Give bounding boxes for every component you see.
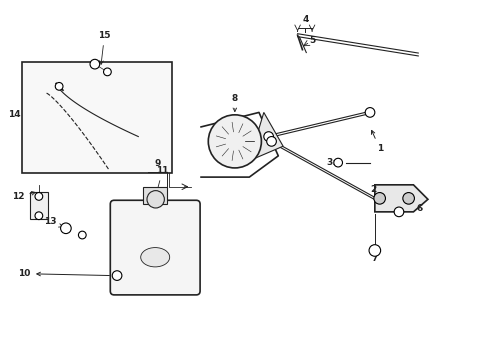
FancyBboxPatch shape [110, 200, 200, 295]
Circle shape [373, 193, 385, 204]
Circle shape [112, 271, 122, 280]
Text: 5: 5 [308, 36, 315, 45]
Ellipse shape [141, 248, 169, 267]
Circle shape [393, 207, 403, 217]
Circle shape [402, 193, 413, 204]
Bar [22, 62, 172, 173]
Text: 4: 4 [302, 15, 308, 24]
Circle shape [365, 108, 374, 117]
Circle shape [61, 223, 71, 234]
Text: 15: 15 [98, 31, 110, 64]
Text: 6: 6 [403, 200, 422, 213]
Circle shape [103, 68, 111, 76]
Text: 9: 9 [154, 159, 161, 168]
Polygon shape [374, 185, 427, 212]
Circle shape [368, 245, 380, 256]
Circle shape [333, 158, 342, 167]
Text: 11: 11 [156, 166, 168, 193]
Text: 13: 13 [43, 217, 62, 227]
Text: 3: 3 [325, 158, 337, 167]
Ellipse shape [147, 191, 164, 208]
Text: 14: 14 [8, 110, 21, 119]
Text: 7: 7 [371, 248, 377, 264]
Text: 2: 2 [369, 185, 375, 194]
Bar [30, 192, 47, 219]
Circle shape [78, 231, 86, 239]
Ellipse shape [208, 115, 261, 168]
Circle shape [90, 59, 100, 69]
Circle shape [35, 212, 42, 220]
Circle shape [35, 193, 42, 200]
Polygon shape [249, 112, 283, 161]
Circle shape [263, 132, 273, 141]
Bar [143, 187, 167, 204]
Text: 1: 1 [371, 130, 382, 153]
Circle shape [55, 82, 63, 90]
Text: 10: 10 [18, 269, 109, 278]
Text: 8: 8 [231, 94, 238, 112]
Circle shape [266, 136, 276, 146]
Text: 12: 12 [12, 192, 35, 201]
